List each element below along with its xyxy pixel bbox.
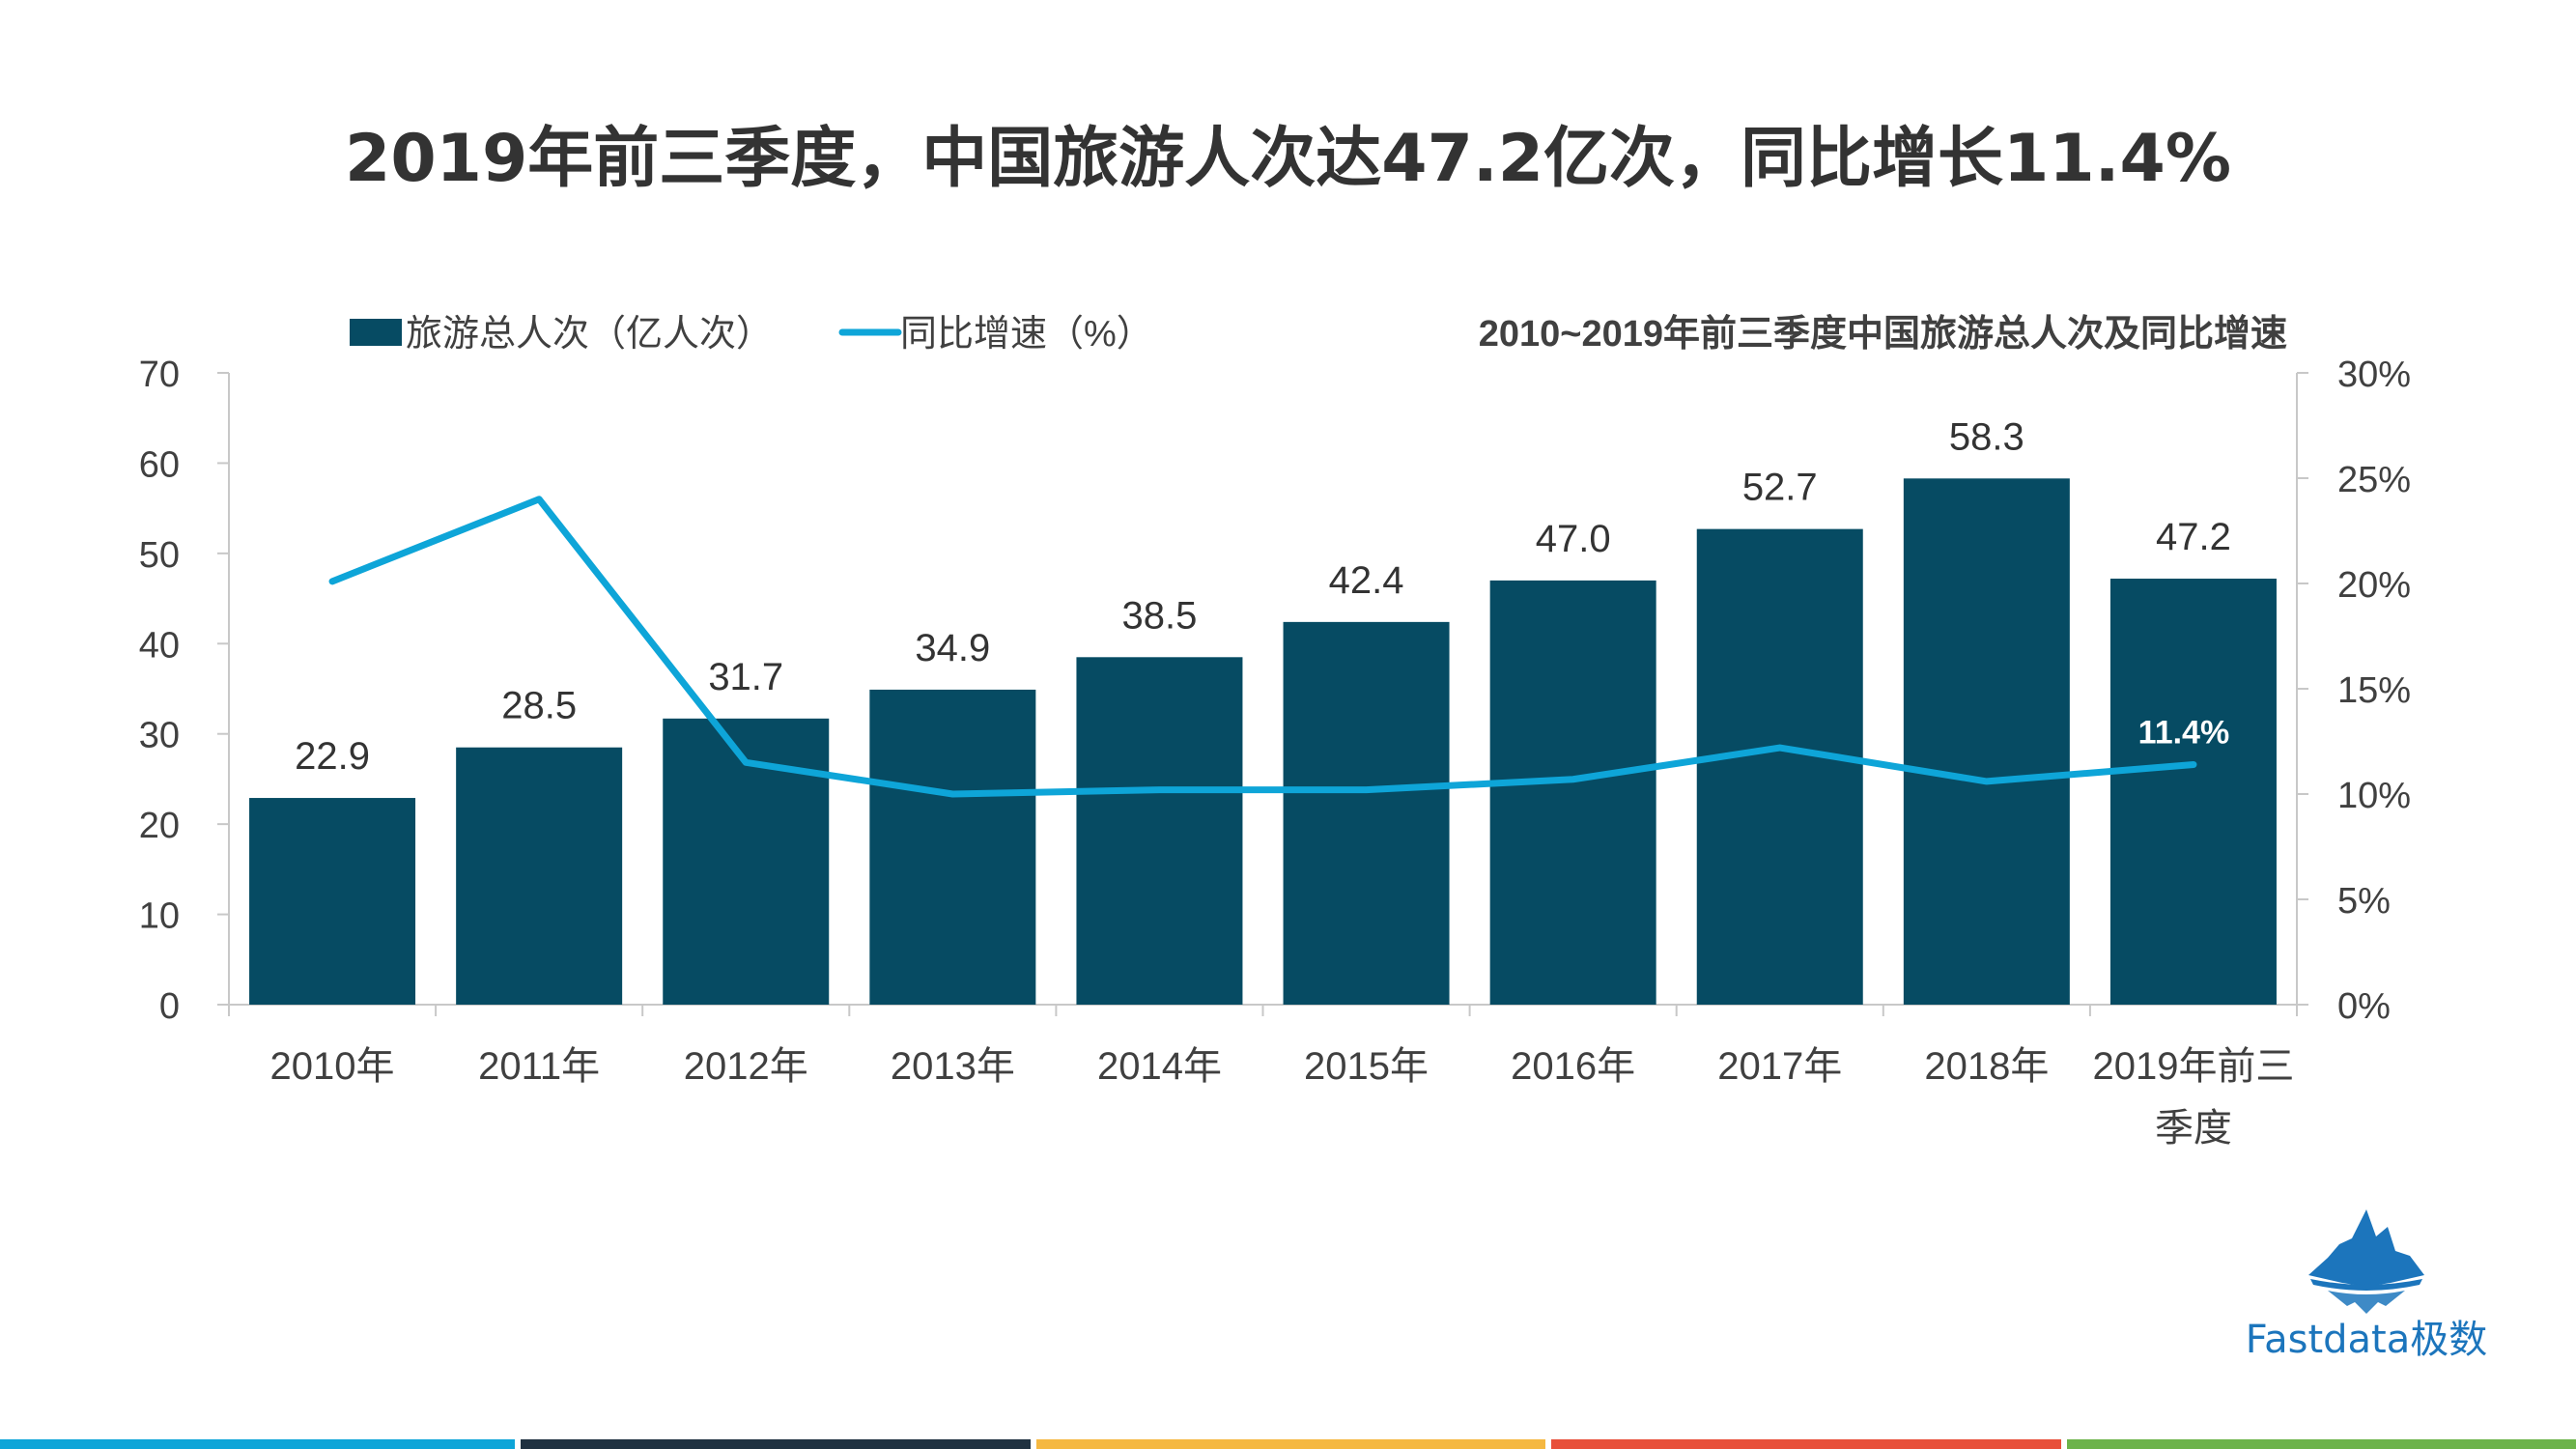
x-category-label: 2017年 — [1717, 1045, 1842, 1088]
x-category-label: 季度 — [2155, 1107, 2232, 1150]
legend-label-line: 同比增速（%） — [900, 314, 1153, 355]
legend-swatch-bars — [350, 319, 402, 346]
line-point — [329, 578, 336, 584]
line-point — [1570, 776, 1576, 782]
footer-color-segment — [2066, 1439, 2576, 1449]
bar-value-label: 38.5 — [1122, 594, 1198, 637]
bar — [1283, 621, 1450, 1005]
y-left-tick-label: 10 — [139, 896, 180, 937]
growth-rate-line — [328, 496, 2197, 798]
bar — [869, 689, 1036, 1005]
bar — [2109, 579, 2277, 1005]
line-point — [536, 496, 543, 502]
y-left-tick-label: 40 — [139, 625, 180, 666]
bar — [663, 718, 830, 1005]
page-title: 2019年前三季度，中国旅游人次达47.2亿次，同比增长11.4% — [345, 121, 2231, 197]
chart-legend: 旅游总人次（亿人次） 同比增速（%） — [350, 314, 1153, 355]
bar — [1076, 657, 1243, 1005]
x-category-label: 2012年 — [684, 1045, 808, 1088]
footer-color-strip — [0, 1439, 2576, 1449]
x-category-label: 2019年前三 — [2092, 1045, 2294, 1088]
line-series — [328, 496, 2197, 798]
y-right-tick-label: 25% — [2337, 460, 2411, 500]
bar-data-labels: 22.9 28.5 31.7 34.9 38.5 42.4 47.0 52.7 58.3 47.2 — [295, 415, 2231, 778]
line-point — [1983, 778, 1990, 784]
y-right-tick-label: 15% — [2337, 670, 2411, 711]
x-category-label: 2018年 — [1924, 1045, 2049, 1088]
y-right-tick-label: 10% — [2337, 776, 2411, 816]
fastdata-logo-icon — [2308, 1209, 2424, 1314]
bar — [1903, 478, 2070, 1006]
x-category-label: 2013年 — [891, 1045, 1015, 1088]
footer-color-segment — [0, 1439, 516, 1449]
y-right-tick-label: 0% — [2337, 986, 2391, 1027]
y-left-tick-label: 20 — [139, 806, 180, 846]
y-left-tick-label: 60 — [139, 444, 180, 485]
line-data-labels: 11.4% — [2138, 714, 2230, 751]
bar — [1489, 580, 1656, 1005]
line-point — [1776, 745, 1783, 752]
bar — [456, 747, 623, 1005]
line-point — [1363, 786, 1370, 793]
x-category-label: 2011年 — [478, 1045, 600, 1088]
logo-text: Fastdata极数 — [2245, 1318, 2488, 1362]
bar-value-label: 22.9 — [295, 735, 370, 778]
footer-color-segment — [1551, 1439, 2061, 1449]
bar-value-label: 47.2 — [2156, 516, 2231, 558]
bar-value-label: 28.5 — [501, 685, 577, 727]
line-point — [1156, 786, 1163, 793]
bar — [1696, 528, 1863, 1005]
bar-series — [249, 478, 2277, 1006]
x-category-label: 2014年 — [1097, 1045, 1222, 1088]
y-left-tick-label: 50 — [139, 535, 180, 576]
line-point — [743, 759, 750, 766]
x-category-label: 2015年 — [1304, 1045, 1429, 1088]
bar-value-label: 58.3 — [1949, 415, 2024, 458]
footer-color-segment — [1035, 1439, 1546, 1449]
y-left-tick-label: 0 — [159, 986, 180, 1027]
legend-label-bars: 旅游总人次（亿人次） — [406, 314, 773, 355]
y-right-tick-label: 20% — [2337, 565, 2411, 606]
x-category-label: 2016年 — [1511, 1045, 1635, 1088]
line-value-label: 11.4% — [2138, 714, 2230, 751]
bar-value-label: 31.7 — [708, 656, 783, 698]
y-left-tick-label: 30 — [139, 716, 180, 756]
footer-color-segment — [521, 1439, 1031, 1449]
line-point — [2190, 761, 2196, 768]
chart-subtitle: 2010~2019年前三季度中国旅游总人次及同比增速 — [1479, 314, 2287, 355]
y-left-tick-label: 70 — [139, 355, 180, 395]
x-category-label: 2010年 — [270, 1045, 395, 1088]
bar-value-label: 34.9 — [915, 627, 990, 669]
bar-value-label: 52.7 — [1742, 467, 1818, 509]
bar-value-label: 42.4 — [1329, 559, 1404, 602]
bar — [249, 798, 416, 1005]
combo-chart: 0 10 20 30 40 50 60 70 0% 5% 10% 15% 20% 25% 30% 2010年 2… — [139, 314, 2411, 1150]
line-point — [949, 791, 956, 797]
y-right-tick-label: 30% — [2337, 355, 2411, 395]
y-right-tick-label: 5% — [2337, 881, 2391, 922]
bar-value-label: 47.0 — [1536, 518, 1611, 560]
